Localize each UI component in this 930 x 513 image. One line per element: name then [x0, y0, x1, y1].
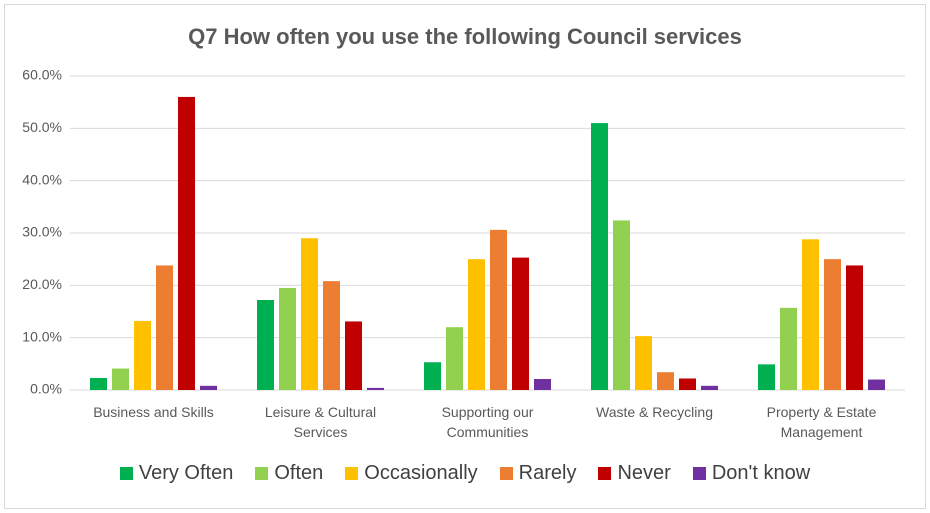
bar [424, 362, 441, 390]
legend-item: Never [598, 462, 671, 485]
legend-swatch [119, 467, 133, 480]
bar [780, 307, 797, 390]
bar [90, 377, 107, 390]
bar [257, 299, 274, 390]
bar [468, 259, 485, 390]
legend-item: Rarely [499, 462, 577, 485]
bar [657, 372, 674, 390]
y-tick-label: 50.0% [22, 119, 62, 135]
bar [758, 364, 775, 390]
bar [635, 336, 652, 390]
legend-swatch [345, 467, 359, 480]
bar [446, 327, 463, 390]
bar [323, 281, 340, 390]
bar [534, 379, 551, 390]
chart-border [4, 4, 926, 509]
legend-label: Never [617, 462, 671, 484]
legend-item: Very Often [119, 462, 234, 485]
bar [178, 96, 195, 390]
legend-swatch [598, 467, 612, 480]
legend: Very Often Often Occasionally Rarely Never Do… [0, 462, 930, 485]
legend-item: Often [255, 462, 323, 485]
y-tick-label: 0.0% [30, 381, 62, 397]
bar [846, 265, 863, 390]
legend-label: Don't know [711, 462, 811, 484]
bar [868, 379, 885, 390]
legend-label: Very Often [138, 462, 234, 484]
y-tick-label: 10.0% [22, 328, 62, 344]
legend-label: Often [274, 462, 324, 484]
bar [345, 321, 362, 390]
legend-swatch [499, 467, 513, 480]
x-tick-label: Leisure & Cultural Services [264, 404, 377, 440]
bar [301, 238, 318, 390]
bar [512, 257, 529, 390]
x-tick-label: Supporting our Communities [441, 404, 534, 440]
legend-label: Occasionally [364, 462, 478, 484]
bar [279, 287, 296, 390]
y-tick-label: 30.0% [22, 224, 62, 240]
y-tick-label: 20.0% [22, 276, 62, 292]
y-tick-label: 60.0% [22, 67, 62, 83]
bar [112, 368, 129, 390]
x-tick-label: Waste & Recycling [596, 404, 713, 420]
legend-label: Rarely [518, 462, 577, 484]
legend-item: Don't know [692, 462, 811, 485]
bar [490, 229, 507, 390]
bar [679, 378, 696, 390]
bar [367, 387, 384, 390]
chart-title: Q7 How often you use the following Counc… [188, 24, 742, 49]
bar [802, 239, 819, 390]
legend-swatch [692, 467, 706, 480]
legend-item: Occasionally [345, 462, 478, 485]
bar [134, 320, 151, 390]
legend-swatch [255, 467, 269, 480]
bar [613, 220, 630, 390]
y-tick-label: 40.0% [22, 171, 62, 187]
bar [824, 259, 841, 390]
bar [200, 385, 217, 390]
bar [156, 265, 173, 390]
x-tick-label: Business and Skills [93, 404, 214, 420]
bar [591, 123, 608, 390]
x-tick-label: Property & Estate Management [766, 404, 877, 440]
bar [701, 385, 718, 390]
